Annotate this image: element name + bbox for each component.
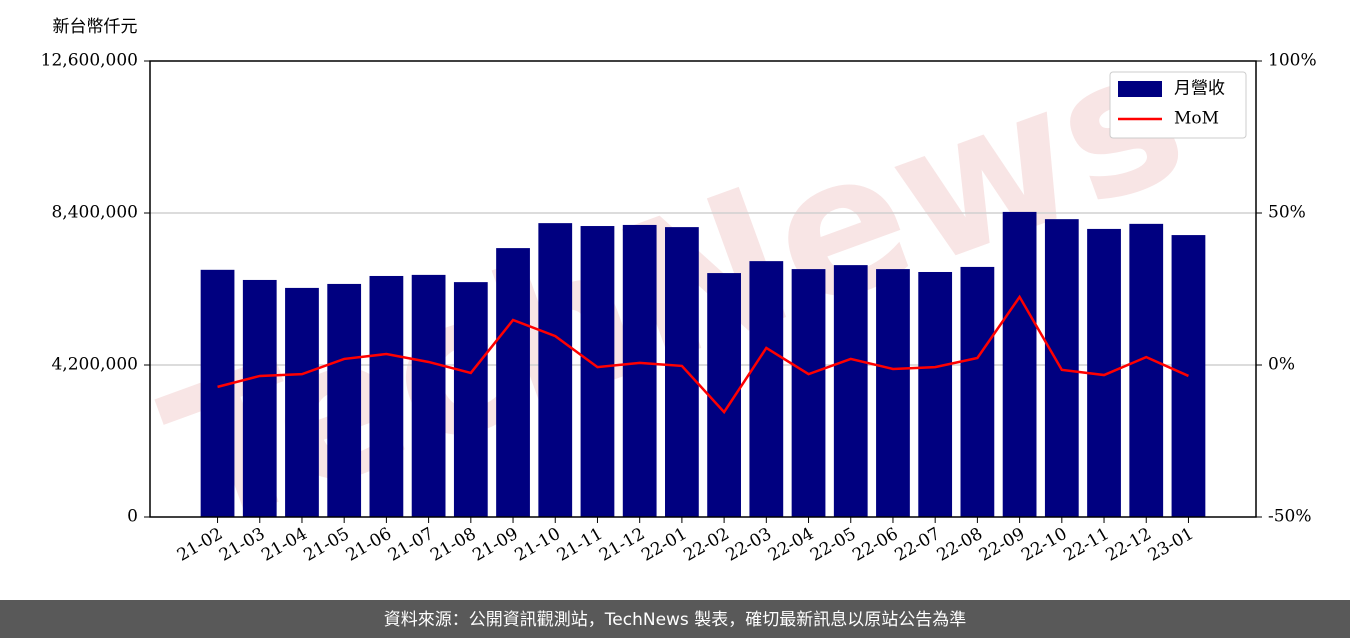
- y-tick-label: 4,200,000: [51, 355, 138, 375]
- x-tick-label: 22-01: [638, 524, 690, 566]
- bar: [496, 248, 530, 517]
- bar: [791, 269, 826, 517]
- legend-label: 月營收: [1174, 79, 1225, 99]
- bar: [918, 271, 953, 517]
- bar: [580, 226, 615, 517]
- legend-label: MoM: [1174, 109, 1219, 129]
- x-tick-label: 21-10: [512, 524, 564, 566]
- bar: [665, 227, 699, 517]
- y-tick-label: 0: [127, 507, 138, 527]
- x-tick-label: 22-12: [1103, 524, 1155, 566]
- bar: [411, 274, 446, 517]
- bar: [453, 282, 488, 517]
- y-tick-label: 8,400,000: [51, 203, 138, 223]
- x-tick-label: 22-10: [1018, 524, 1070, 566]
- bar: [327, 283, 362, 517]
- x-tick-label: 22-06: [849, 524, 901, 566]
- x-tick-label: 21-12: [596, 524, 648, 566]
- y2-tick-label: 50%: [1268, 203, 1306, 223]
- x-tick-label: 21-07: [385, 524, 437, 566]
- x-tick-label: 22-07: [891, 524, 943, 566]
- bar: [1002, 211, 1037, 517]
- x-tick-label: 22-02: [680, 524, 732, 566]
- y-axis-title: 新台幣仟元: [53, 17, 138, 37]
- y2-tick-label: 100%: [1268, 51, 1317, 71]
- mom-line: [217, 294, 1189, 415]
- bar: [369, 275, 404, 517]
- x-tick-label: 21-06: [343, 524, 395, 566]
- x-tick-label: 22-04: [765, 524, 817, 566]
- y2-tick-label: 0%: [1268, 355, 1295, 375]
- x-tick-label: 21-08: [427, 524, 479, 566]
- x-tick-label: 22-08: [934, 524, 986, 566]
- y2-tick-label: -50%: [1268, 507, 1312, 527]
- x-tick-label: 21-09: [469, 524, 521, 566]
- bar: [876, 269, 910, 517]
- footer-bar: [0, 600, 1350, 638]
- bar: [749, 261, 784, 517]
- x-tick-label: 22-09: [976, 524, 1028, 566]
- x-tick-label: 21-11: [554, 524, 606, 566]
- bar: [200, 269, 235, 517]
- bar: [833, 265, 868, 517]
- bar: [538, 223, 573, 517]
- source-note: 資料來源：公開資訊觀測站，TechNews 製表，確切最新訊息以原站公告為準: [384, 610, 966, 630]
- x-tick-label: 22-11: [1060, 524, 1112, 566]
- bar: [960, 266, 995, 517]
- x-tick-label: 23-01: [1145, 524, 1197, 566]
- bar: [1171, 235, 1206, 518]
- x-tick-label: 22-03: [723, 524, 775, 566]
- y-tick-label: 12,600,000: [41, 51, 138, 71]
- legend-swatch: [1118, 81, 1162, 97]
- bar: [1129, 223, 1164, 517]
- bar: [622, 224, 657, 517]
- bar: [242, 279, 277, 517]
- x-tick-label: 22-05: [807, 524, 859, 566]
- plot-frame: [149, 60, 1257, 518]
- bar: [285, 287, 319, 517]
